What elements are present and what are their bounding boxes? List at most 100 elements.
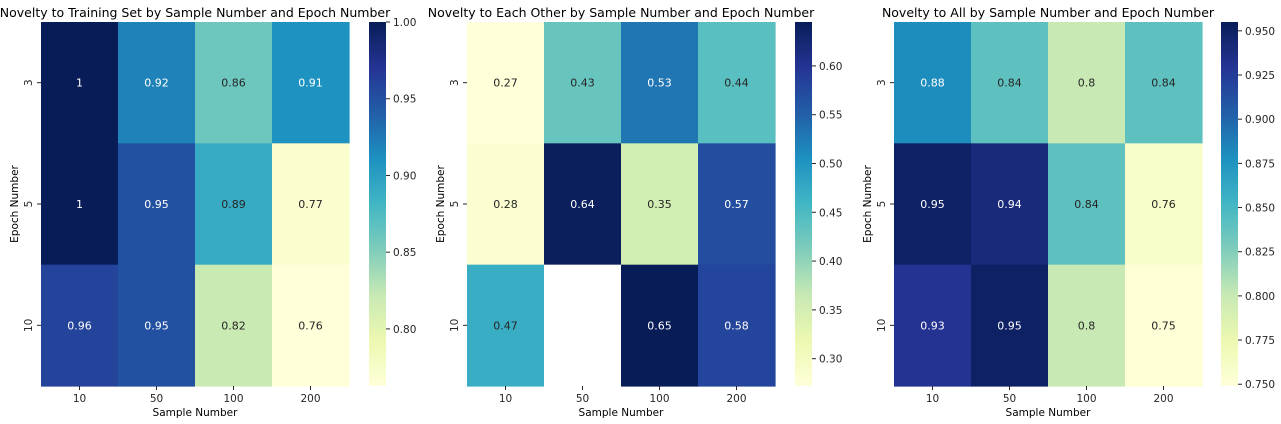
cell-annotation: 0.92 bbox=[144, 77, 169, 90]
y-tick-label: 5 bbox=[23, 201, 35, 208]
cell-annotation: 0.84 bbox=[1074, 198, 1099, 211]
cell-annotation: 1 bbox=[76, 77, 83, 90]
heatmap-cell bbox=[467, 22, 545, 144]
x-tick-label: 100 bbox=[223, 393, 243, 405]
colorbar-tick-label: 0.95 bbox=[393, 94, 416, 106]
cell-annotation: 0.53 bbox=[647, 77, 672, 90]
colorbar-tick-label: 0.825 bbox=[1245, 247, 1275, 259]
x-axis-label: Sample Number bbox=[153, 407, 239, 419]
heatmap-cell bbox=[467, 264, 545, 387]
x-tick-label: 50 bbox=[1003, 393, 1016, 405]
heatmap-cell bbox=[272, 264, 350, 387]
heatmap-cell bbox=[118, 143, 196, 266]
x-axis-label: Sample Number bbox=[579, 407, 665, 419]
cell-annotation: 0.93 bbox=[920, 319, 945, 332]
x-tick-label: 10 bbox=[926, 393, 939, 405]
cell-annotation: 0.77 bbox=[298, 198, 323, 211]
cell-annotation: 0.28 bbox=[493, 198, 518, 211]
cell-annotation: 0.35 bbox=[647, 198, 672, 211]
x-axis-label: Sample Number bbox=[1006, 407, 1092, 419]
y-tick-label: 5 bbox=[876, 201, 888, 208]
y-tick-label: 3 bbox=[449, 79, 461, 86]
heatmap-cell bbox=[41, 264, 119, 387]
heatmap-cell bbox=[894, 143, 972, 266]
y-tick-label: 5 bbox=[449, 201, 461, 208]
x-tick-label: 50 bbox=[576, 393, 589, 405]
cell-annotation: 0.76 bbox=[298, 319, 323, 332]
colorbar-tick-label: 0.35 bbox=[819, 305, 842, 317]
cell-annotation: 0.8 bbox=[1078, 319, 1096, 332]
heatmap-cell bbox=[1125, 22, 1203, 144]
colorbar-tick-label: 0.85 bbox=[393, 247, 416, 259]
cell-annotation: 0.27 bbox=[493, 77, 518, 90]
heatmap-cell bbox=[272, 22, 350, 144]
x-tick-label: 50 bbox=[150, 393, 163, 405]
cell-annotation: 0.88 bbox=[920, 77, 945, 90]
colorbar-tick-label: 0.750 bbox=[1245, 379, 1275, 391]
colorbar bbox=[369, 22, 386, 386]
heatmap-cell bbox=[971, 143, 1049, 266]
colorbar-tick-label: 0.950 bbox=[1245, 26, 1275, 38]
cell-annotation: 0.95 bbox=[144, 198, 169, 211]
cell-annotation: 0.58 bbox=[724, 319, 749, 332]
heatmap-panel-1: Novelty to Training Set by Sample Number… bbox=[0, 5, 416, 419]
colorbar-tick-label: 0.40 bbox=[819, 256, 842, 268]
cell-annotation: 0.86 bbox=[221, 77, 246, 90]
cell-annotation: 0.43 bbox=[570, 77, 595, 90]
colorbar-tick-label: 0.775 bbox=[1245, 335, 1275, 347]
heatmap-cell bbox=[894, 22, 972, 144]
colorbar-tick-label: 1.00 bbox=[393, 17, 416, 29]
y-tick-label: 3 bbox=[876, 79, 888, 86]
heatmap-cell bbox=[195, 264, 273, 387]
cell-annotation: 0.84 bbox=[997, 77, 1022, 90]
x-tick-label: 200 bbox=[300, 393, 320, 405]
y-axis-label: Epoch Number bbox=[862, 164, 874, 242]
heatmap-cell bbox=[41, 22, 119, 144]
panel-title: Novelty to Each Other by Sample Number a… bbox=[428, 5, 815, 20]
cell-annotation: 0.95 bbox=[920, 198, 945, 211]
y-axis-label: Epoch Number bbox=[435, 164, 447, 242]
x-tick-label: 100 bbox=[649, 393, 669, 405]
colorbar bbox=[795, 22, 812, 386]
cell-annotation: 0.96 bbox=[67, 319, 92, 332]
heatmap-cell bbox=[195, 22, 273, 144]
cell-annotation: 0.82 bbox=[221, 319, 246, 332]
cell-annotation: 0.47 bbox=[493, 319, 518, 332]
heatmap-cell bbox=[118, 22, 196, 144]
colorbar-tick-label: 0.30 bbox=[819, 354, 842, 366]
x-tick-label: 10 bbox=[73, 393, 86, 405]
heatmap-cell bbox=[195, 143, 273, 266]
cell-annotation: 0.65 bbox=[647, 319, 672, 332]
colorbar-tick-label: 0.60 bbox=[819, 61, 842, 73]
y-axis-label: Epoch Number bbox=[9, 164, 21, 242]
panel-title: Novelty to Training Set by Sample Number… bbox=[0, 5, 391, 20]
heatmap-cell bbox=[1048, 143, 1126, 266]
colorbar-tick-label: 0.55 bbox=[819, 110, 842, 122]
colorbar-tick-label: 0.50 bbox=[819, 159, 842, 171]
y-tick-label: 3 bbox=[23, 79, 35, 86]
cell-annotation: 0.57 bbox=[724, 198, 749, 211]
cell-annotation: 0.8 bbox=[1078, 77, 1096, 90]
y-tick-label: 10 bbox=[449, 319, 461, 332]
cell-annotation: 0.91 bbox=[298, 77, 323, 90]
panel-title: Novelty to All by Sample Number and Epoc… bbox=[882, 5, 1215, 20]
heatmap-cell bbox=[467, 143, 545, 266]
heatmap-cell bbox=[544, 264, 622, 387]
heatmap-cell bbox=[1125, 264, 1203, 387]
heatmap-cell bbox=[272, 143, 350, 266]
cell-annotation: 1 bbox=[76, 198, 83, 211]
heatmap-cell bbox=[544, 143, 622, 266]
colorbar bbox=[1221, 22, 1238, 386]
x-tick-label: 200 bbox=[1153, 393, 1173, 405]
heatmap-cell bbox=[118, 264, 196, 387]
cell-annotation: 0.84 bbox=[1151, 77, 1176, 90]
colorbar-tick-label: 0.45 bbox=[819, 207, 842, 219]
colorbar-tick-label: 0.80 bbox=[393, 324, 416, 336]
heatmap-cell bbox=[698, 264, 776, 387]
heatmap-cell bbox=[971, 264, 1049, 387]
x-tick-label: 10 bbox=[499, 393, 512, 405]
heatmap-cell bbox=[698, 22, 776, 144]
colorbar-tick-label: 0.875 bbox=[1245, 158, 1275, 170]
y-tick-label: 10 bbox=[876, 319, 888, 332]
